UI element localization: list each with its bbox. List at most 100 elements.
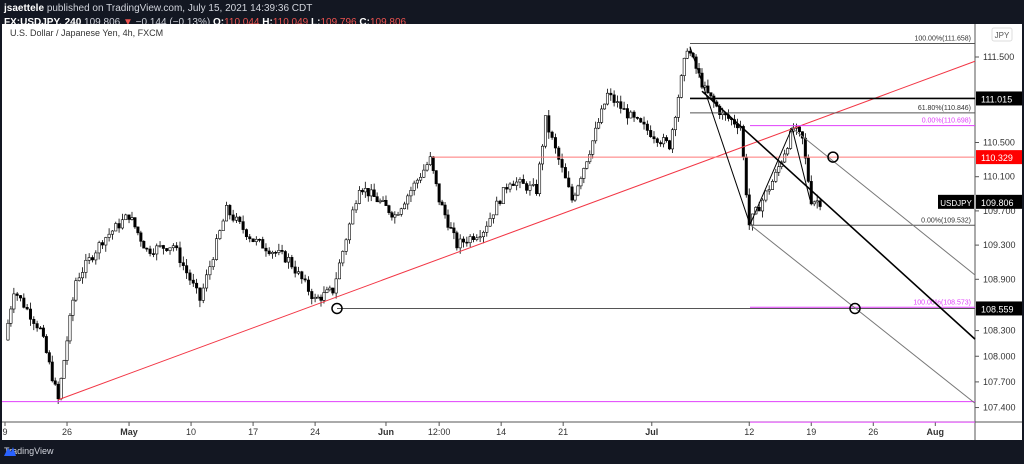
tradingview-logo[interactable]: TradingView	[4, 446, 54, 456]
y-tick-label: 111.500	[983, 52, 1014, 62]
candle	[403, 203, 407, 210]
candle	[709, 92, 713, 97]
close-value: 109.806	[369, 17, 407, 28]
candle	[38, 327, 42, 330]
candle	[334, 278, 338, 294]
candle	[110, 230, 114, 235]
x-tick-label: 12	[744, 427, 754, 437]
candle	[133, 217, 137, 228]
x-tick-label: 19	[806, 427, 816, 437]
candle	[168, 247, 172, 251]
y-tick-label: 110.500	[983, 138, 1015, 148]
candle	[553, 137, 557, 149]
candle	[465, 241, 469, 244]
open-value: 110.044	[224, 17, 260, 28]
candle	[100, 242, 104, 246]
candle	[97, 242, 101, 254]
candle	[274, 251, 278, 254]
x-tick-label: 14	[496, 427, 506, 437]
candle	[612, 94, 616, 103]
candle	[655, 138, 659, 143]
candle	[757, 207, 761, 212]
trendline-support	[57, 60, 976, 401]
candle	[767, 189, 771, 192]
candle	[261, 239, 265, 249]
candle	[468, 236, 472, 244]
candle	[437, 183, 441, 203]
low-value: 109.796	[320, 17, 357, 28]
price-change: −0.144 (−0.13%)	[135, 17, 211, 28]
candle	[372, 189, 376, 197]
candle	[741, 126, 745, 158]
candle	[384, 200, 388, 206]
target-circle	[827, 151, 839, 163]
candle	[535, 183, 539, 195]
candle	[351, 209, 355, 225]
candle	[639, 118, 643, 123]
candle	[425, 164, 429, 171]
candle	[649, 130, 653, 138]
chart-title: U.S. Dollar / Japanese Yen, 4h, FXCM	[10, 28, 164, 38]
candle	[786, 148, 790, 155]
candle	[588, 154, 592, 163]
candle	[488, 218, 492, 227]
candle	[543, 115, 547, 147]
channel-upper	[791, 127, 976, 276]
candle	[428, 156, 432, 165]
candle	[225, 205, 229, 222]
x-tick-label: 17	[248, 427, 258, 437]
price-label-text: 109.806	[981, 198, 1014, 208]
candle	[501, 187, 505, 204]
candle	[145, 247, 149, 250]
candle	[195, 282, 199, 289]
candle	[22, 297, 26, 308]
candle	[685, 50, 689, 59]
candle	[812, 201, 816, 205]
candle	[676, 97, 680, 118]
candle	[360, 190, 364, 193]
candle	[181, 262, 185, 266]
candle	[625, 108, 629, 119]
candle	[440, 201, 444, 206]
candle	[622, 108, 626, 110]
candle	[462, 238, 466, 243]
candle	[205, 274, 209, 289]
candle	[594, 127, 598, 142]
candle	[585, 161, 589, 169]
candle	[94, 252, 98, 261]
candle	[597, 122, 601, 129]
candle	[481, 231, 485, 238]
candle	[25, 307, 29, 310]
candle	[354, 203, 358, 211]
price-label-text: 110.329	[981, 153, 1013, 163]
candle	[19, 295, 23, 299]
currency-button[interactable]	[991, 27, 1013, 42]
candle	[605, 92, 609, 105]
candle	[576, 185, 580, 196]
candle	[270, 251, 274, 255]
candle	[803, 137, 807, 159]
candle	[662, 137, 666, 145]
price-label	[976, 301, 1022, 316]
candle	[498, 200, 502, 204]
candle	[107, 233, 111, 238]
y-tick-label: 109.300	[983, 240, 1016, 250]
chart-pane[interactable]: 111.500 110.500 110.100 109.700 109.300 108.9…	[2, 24, 1022, 440]
price-chart[interactable]: 111.500 110.500 110.100 109.700 109.300 108.9…	[2, 24, 1022, 440]
candle	[74, 280, 78, 301]
candle	[471, 236, 475, 240]
candle	[198, 287, 202, 301]
author[interactable]: jsaettele	[4, 3, 45, 14]
candle	[531, 183, 535, 186]
candle	[629, 111, 633, 119]
tradingview-logo-icon	[4, 447, 16, 456]
candle	[688, 50, 692, 54]
x-tick-label: Aug	[927, 427, 945, 437]
target-circle	[331, 302, 343, 315]
candle	[9, 308, 13, 324]
candle	[718, 105, 722, 115]
candle	[28, 308, 32, 320]
candle	[316, 296, 320, 299]
candle	[41, 327, 45, 337]
candle	[412, 182, 416, 191]
